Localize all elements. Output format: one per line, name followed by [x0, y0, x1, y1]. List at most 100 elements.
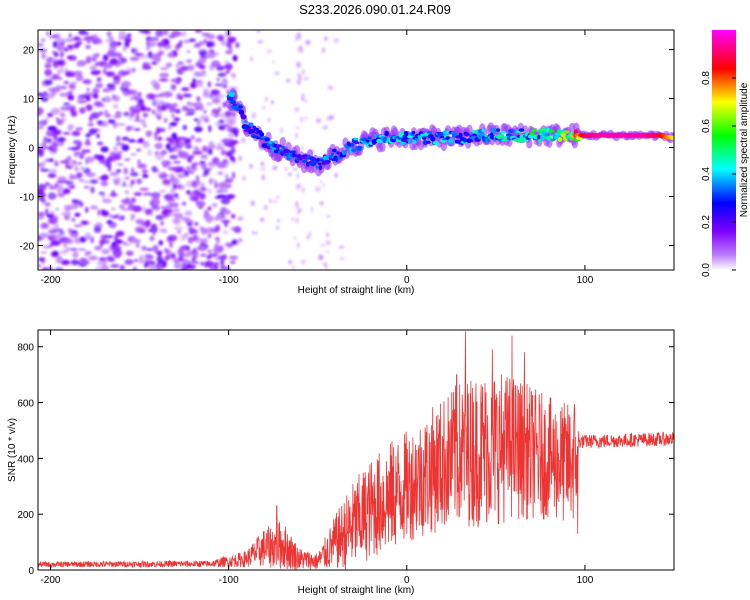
noise-blob [51, 86, 61, 93]
noise-blob [261, 106, 266, 110]
noise-blob [103, 175, 109, 180]
noise-blob [93, 226, 102, 233]
noise-blob [142, 112, 149, 118]
noise-blob [218, 119, 225, 124]
noise-blob [199, 55, 208, 60]
noise-blob [54, 183, 59, 188]
ridge-core [350, 142, 355, 147]
ridge-core [467, 139, 474, 143]
noise-blob [62, 105, 66, 110]
noise-blob [173, 226, 183, 231]
noise-blob [151, 223, 157, 228]
noise-blob [40, 169, 50, 172]
noise-blob [88, 251, 92, 255]
noise-blob [328, 85, 333, 91]
noise-blob [209, 177, 213, 185]
noise-blob [305, 39, 311, 46]
noise-blob [53, 215, 59, 222]
noise-blob [96, 261, 105, 266]
noise-blob [195, 200, 206, 207]
noise-blob [112, 104, 119, 109]
noise-blob [60, 259, 71, 265]
noise-blob [224, 177, 234, 183]
noise-blob [179, 40, 183, 44]
noise-blob [92, 87, 100, 95]
colorbar-tick-label: 0.2 [701, 215, 712, 229]
noise-blob [96, 40, 103, 45]
noise-blob [185, 139, 190, 143]
noise-blob [225, 209, 232, 215]
noise-blob [298, 207, 302, 214]
noise-blob [251, 115, 256, 119]
noise-blob [200, 227, 208, 235]
noise-blob [156, 41, 167, 47]
noise-blob [173, 50, 178, 57]
ridge-core [411, 131, 416, 135]
noise-blob [203, 237, 208, 245]
noise-blob [90, 34, 99, 38]
noise-blob [90, 112, 100, 119]
noise-blob [163, 193, 174, 200]
noise-blob [52, 251, 59, 256]
noise-blob [196, 119, 201, 127]
noise-blob [99, 123, 109, 127]
noise-blob [68, 33, 72, 38]
noise-blob [59, 236, 70, 242]
ridge-core [351, 148, 357, 152]
noise-blob [203, 109, 207, 114]
noise-blob [193, 260, 199, 265]
ridge-core [512, 139, 518, 142]
ridge-core [332, 148, 337, 153]
noise-blob [173, 193, 179, 198]
noise-blob [296, 78, 300, 85]
noise-blob [220, 149, 227, 156]
noise-blob [231, 171, 236, 179]
ridge-core [318, 164, 323, 171]
noise-blob [155, 30, 164, 37]
ridge-core [281, 145, 285, 149]
noise-blob [179, 65, 189, 72]
noise-blob [206, 52, 216, 59]
noise-blob [47, 173, 57, 178]
noise-blob [155, 109, 163, 117]
noise-blob [105, 255, 114, 262]
ridge-core [317, 162, 322, 166]
noise-blob [325, 265, 328, 269]
noise-blob [217, 245, 225, 252]
colorbar: 0.0 0.2 0.4 0.6 0.8 Normalized spectral ampl… [701, 30, 750, 277]
noise-blob [221, 140, 231, 144]
noise-blob [191, 135, 195, 140]
noise-blob [76, 62, 86, 67]
noise-blob [38, 107, 44, 115]
noise-blob [64, 247, 71, 252]
noise-blob [87, 123, 94, 127]
noise-blob [85, 133, 92, 138]
noise-blob [214, 257, 223, 261]
ridge-core [458, 132, 463, 138]
noise-blob [188, 38, 196, 43]
noise-blob [59, 51, 65, 57]
noise-blob [131, 167, 135, 173]
noise-blob [44, 94, 48, 98]
noise-blob [70, 110, 78, 117]
noise-blob [56, 44, 64, 52]
noise-blob [105, 238, 110, 245]
noise-blob [230, 117, 238, 121]
spectrogram-marks [38, 30, 674, 270]
noise-blob [67, 227, 72, 233]
noise-blob [48, 237, 53, 241]
noise-blob [191, 165, 196, 170]
noise-blob [297, 46, 301, 53]
noise-blob [224, 173, 229, 179]
noise-blob [154, 133, 158, 141]
noise-blob [146, 40, 150, 46]
x-tick-label: 100 [577, 275, 594, 286]
noise-blob [148, 266, 156, 270]
noise-blob [202, 93, 213, 98]
noise-blob [60, 112, 65, 118]
noise-blob [74, 212, 81, 217]
noise-blob [130, 214, 136, 219]
noise-blob [304, 116, 309, 120]
noise-blob [85, 44, 92, 50]
noise-blob [322, 183, 326, 188]
